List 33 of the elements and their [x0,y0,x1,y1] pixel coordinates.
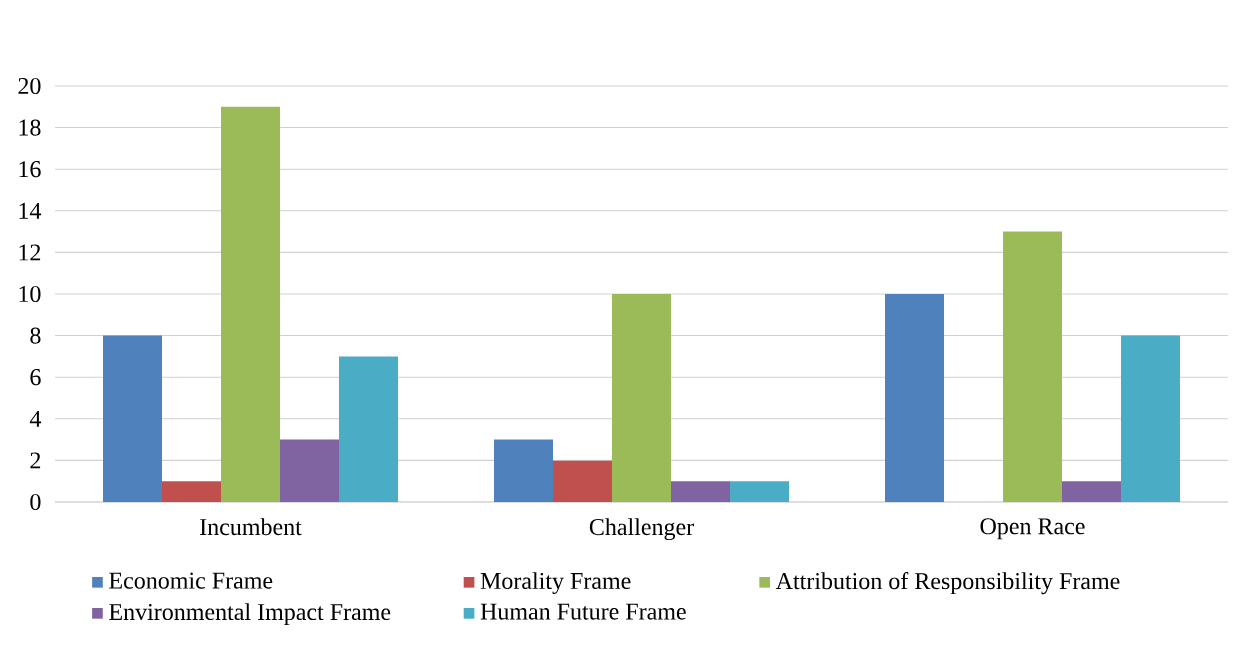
bar [553,460,613,502]
x-tick-label: Open Race [980,518,1085,540]
bar [1062,481,1121,502]
bar [494,439,554,502]
y-tick-label: 12 [19,244,41,261]
legend-label: Human Future Frame [480,603,686,620]
y-tick-label: 8 [30,327,41,344]
bar [103,335,163,502]
bar [162,481,222,502]
bar [339,356,399,502]
legend-label: Environmental Impact Frame [109,603,391,625]
legend-label: Attribution of Responsibility Frame [775,572,1120,595]
y-tick-label: 0 [30,493,41,511]
y-tick-label: 6 [30,369,41,386]
y-tick-label: 2 [30,452,41,469]
bar [221,106,281,502]
y-tick-label: 4 [29,410,42,427]
y-tick-label: 16 [19,161,41,178]
legend-label: Economic Frame [109,572,273,589]
bar [885,293,945,502]
bar [671,481,731,502]
legend-label: Morality Frame [480,572,631,595]
y-tick-label: 20 [18,77,41,95]
y-tick-label: 14 [19,202,42,219]
bar [612,293,672,502]
y-tick-label: 10 [19,285,41,303]
x-tick-label: Challenger [589,518,694,541]
bar [1003,231,1062,502]
y-tick-label: 18 [19,119,41,136]
bar [1121,335,1180,502]
x-tick-label: Incumbent [200,518,302,536]
bar [730,481,790,502]
bar [280,439,340,502]
